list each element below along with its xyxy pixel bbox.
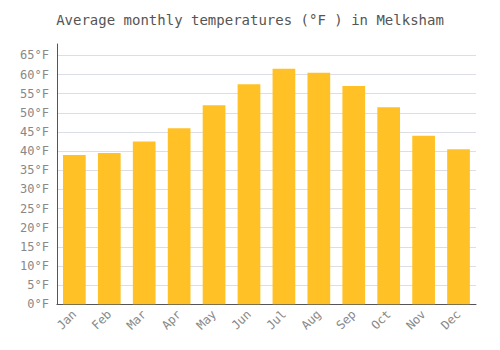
svg-text:15°F: 15°F [20,240,49,254]
svg-text:35°F: 35°F [20,163,49,177]
svg-text:Dec: Dec [438,307,463,332]
svg-text:May: May [194,307,219,332]
svg-text:5°F: 5°F [27,278,49,292]
svg-text:Sep: Sep [333,307,358,332]
svg-text:Apr: Apr [159,307,184,332]
svg-text:30°F: 30°F [20,182,49,196]
svg-text:Jun: Jun [229,307,254,332]
svg-text:45°F: 45°F [20,125,49,139]
svg-text:55°F: 55°F [20,87,49,101]
svg-text:20°F: 20°F [20,221,49,235]
svg-text:10°F: 10°F [20,259,49,273]
svg-text:40°F: 40°F [20,144,49,158]
svg-text:Mar: Mar [124,307,149,332]
svg-text:Average monthly temperatures (: Average monthly temperatures (°F ) in Me… [56,12,444,28]
svg-text:65°F: 65°F [20,48,49,62]
svg-text:Feb: Feb [89,307,114,332]
svg-text:60°F: 60°F [20,68,49,82]
svg-text:Aug: Aug [299,307,324,332]
svg-text:25°F: 25°F [20,202,49,216]
svg-text:Jul: Jul [264,307,289,332]
svg-text:Jan: Jan [54,307,79,332]
svg-text:Oct: Oct [368,307,393,332]
svg-text:0°F: 0°F [27,297,49,311]
svg-text:50°F: 50°F [20,106,49,120]
svg-text:Nov: Nov [403,307,428,332]
